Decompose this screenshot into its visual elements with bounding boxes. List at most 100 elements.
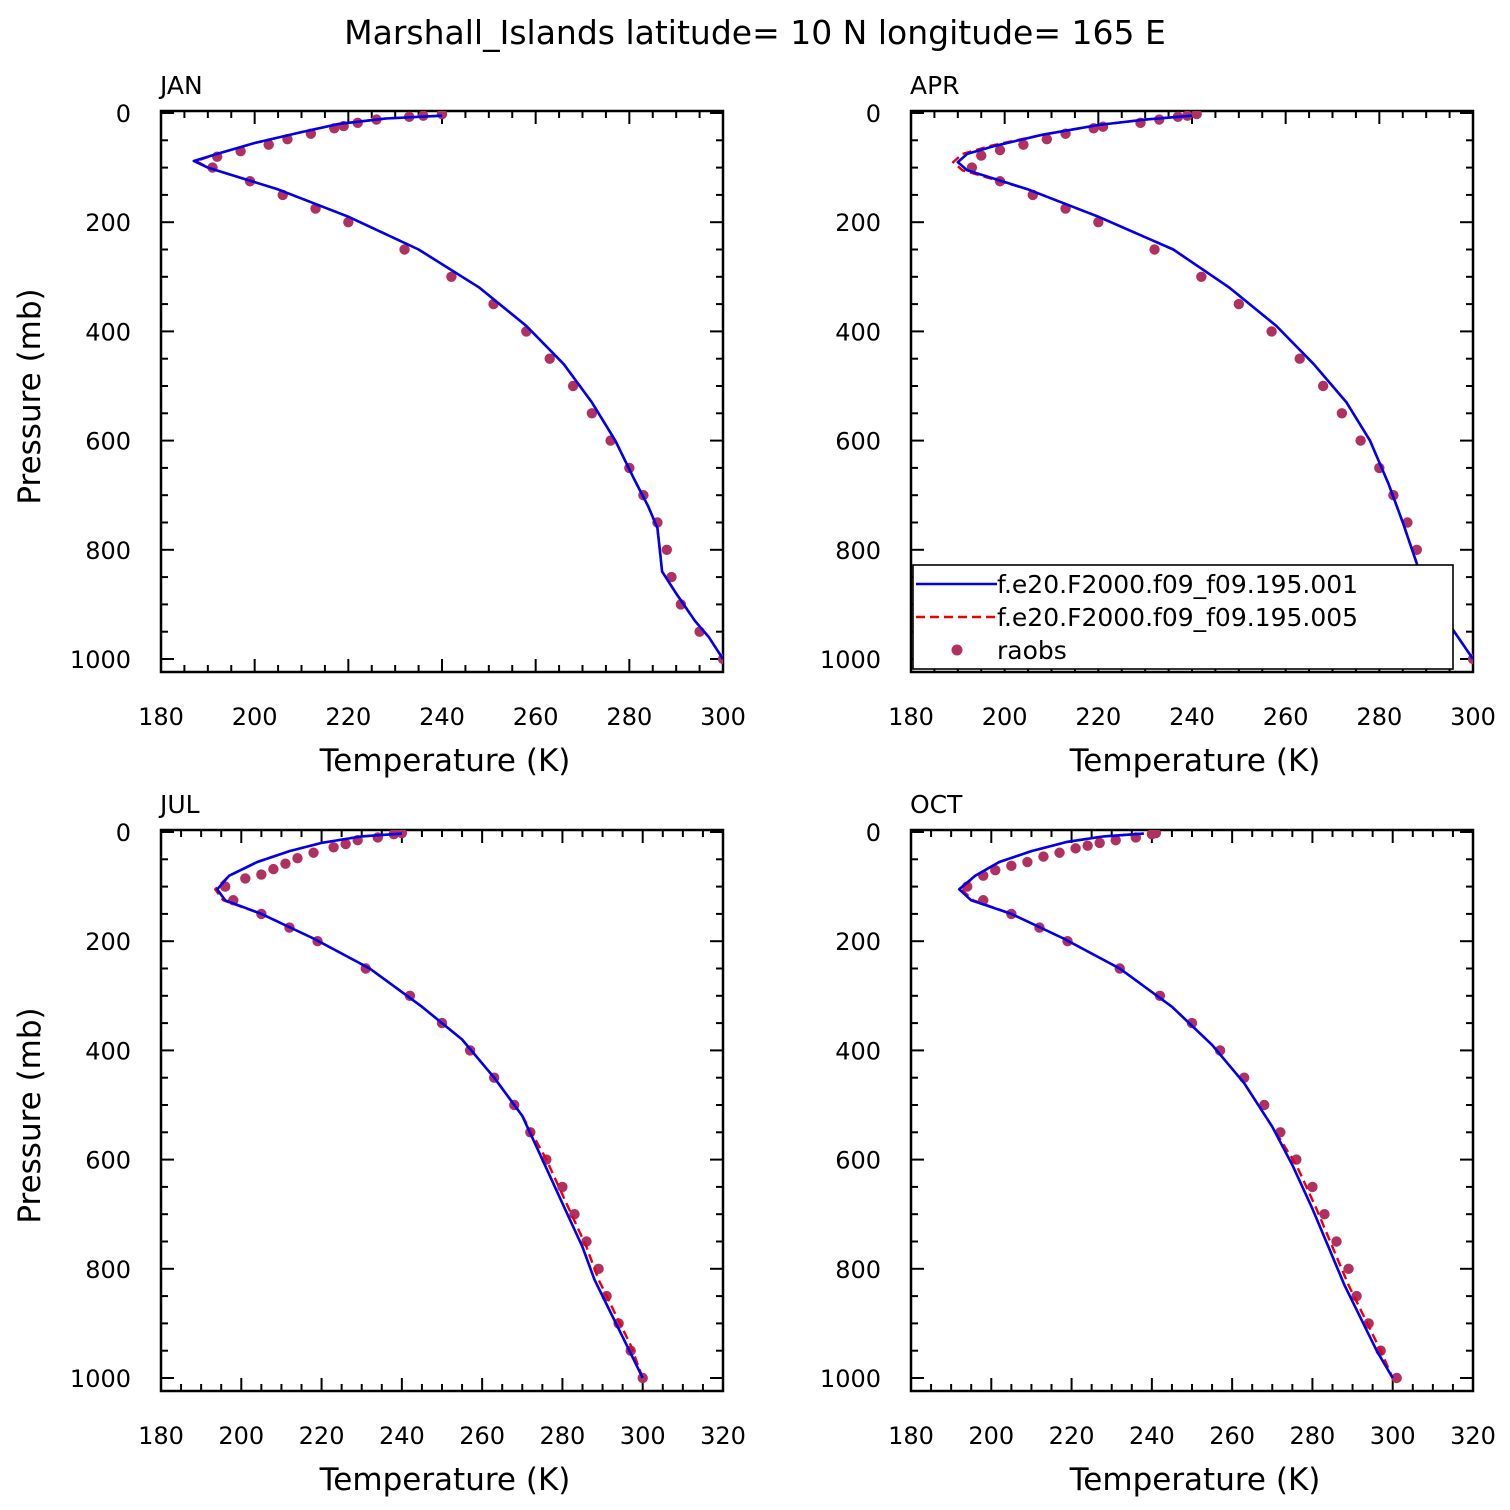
raobs-point — [1343, 1263, 1354, 1275]
raobs-point — [1391, 1372, 1402, 1384]
raobs-point — [1006, 860, 1017, 872]
x-tick-label: 260 — [513, 703, 559, 731]
x-axis-label: Temperature (K) — [1069, 1462, 1321, 1498]
raobs-point — [399, 244, 410, 255]
raobs-point — [268, 863, 279, 875]
legend: f.e20.F2000.f09_f09.195.001 f.e20.F2000.f… — [912, 564, 1454, 670]
raobs-point — [1110, 834, 1121, 846]
plot-frame — [909, 828, 1475, 1393]
series-line-005 — [960, 832, 1394, 1379]
plot-area — [192, 111, 723, 665]
y-tick-label: 0 — [116, 819, 131, 847]
y-tick-label: 600 — [835, 1147, 881, 1175]
y-tick-label: 800 — [85, 1256, 131, 1284]
x-tick-label: 320 — [700, 1422, 746, 1450]
y-tick-label: 1000 — [820, 1365, 881, 1393]
raobs-point — [256, 869, 267, 880]
plot-area — [951, 111, 1473, 665]
legend-label: raobs — [997, 636, 1067, 665]
raobs-point — [666, 571, 677, 583]
x-tick-label: 280 — [1356, 703, 1402, 731]
raobs-point — [1233, 298, 1245, 310]
x-tick-label: 220 — [299, 1422, 345, 1450]
x-tick-label: 300 — [700, 703, 746, 731]
x-tick-label: 180 — [888, 703, 934, 731]
plot-area — [957, 830, 1402, 1384]
legend-box — [912, 564, 1454, 670]
raobs-point — [994, 144, 1006, 156]
x-tick-label: 240 — [1169, 703, 1215, 731]
x-tick-label: 280 — [1290, 1422, 1336, 1450]
raobs-point — [1186, 1017, 1198, 1029]
x-tick-label: 300 — [620, 1422, 666, 1450]
raobs-point — [1294, 353, 1305, 364]
y-tick-label: 800 — [85, 537, 131, 565]
y-tick-label: 0 — [866, 100, 881, 128]
plot-frame — [159, 109, 725, 674]
x-tick-label: 280 — [606, 703, 652, 731]
raobs-point — [1038, 851, 1049, 862]
plot-area — [214, 830, 648, 1384]
raobs-point — [263, 139, 274, 150]
raobs-point — [1319, 1209, 1330, 1220]
series-line-001 — [957, 832, 1394, 1379]
x-tick-label: 300 — [1450, 703, 1496, 731]
raobs-point — [1196, 271, 1207, 282]
panel-title: APR — [910, 71, 960, 100]
x-tick-label: 180 — [138, 1422, 184, 1450]
raobs-point — [280, 858, 291, 869]
raobs-point — [1266, 326, 1277, 337]
y-tick-label: 200 — [85, 209, 131, 237]
raobs-point — [567, 380, 579, 392]
raobs-point — [1093, 217, 1104, 228]
x-tick-label: 180 — [888, 1422, 934, 1450]
y-tick-label: 0 — [116, 100, 131, 128]
y-tick-label: 400 — [85, 318, 131, 346]
legend-label: f.e20.F2000.f09_f09.195.001 — [997, 570, 1358, 599]
raobs-point — [557, 1181, 568, 1193]
x-tick-label: 220 — [1075, 703, 1121, 731]
x-tick-label: 220 — [1049, 1422, 1095, 1450]
y-tick-label: 1000 — [70, 646, 131, 674]
raobs-point — [328, 842, 339, 853]
raobs-point — [1259, 1099, 1270, 1111]
series-line-005 — [194, 114, 723, 660]
x-tick-label: 260 — [1263, 703, 1309, 731]
y-tick-label: 600 — [85, 428, 131, 456]
x-tick-label: 260 — [1209, 1422, 1255, 1450]
raobs-point — [586, 408, 598, 419]
panel-title: JAN — [158, 71, 203, 100]
raobs-point — [446, 271, 457, 282]
panel-apr: APR 180 200 220 240 260 280 300 0 200 400 600 800 100… — [820, 71, 1496, 779]
panel-jul: JUL 180 200 220 240 260 280 300 320 0 200 400 600 800… — [12, 790, 746, 1498]
y-tick-label: 1000 — [70, 1365, 131, 1393]
raobs-point — [292, 853, 303, 864]
raobs-point — [1307, 1181, 1318, 1193]
x-tick-label: 260 — [459, 1422, 505, 1450]
series-line-001 — [215, 832, 644, 1379]
series-line-001 — [192, 114, 723, 660]
series-line-001 — [956, 114, 1473, 660]
raobs-point — [637, 1372, 648, 1384]
legend-label: f.e20.F2000.f09_f09.195.005 — [997, 603, 1358, 632]
plot-frame — [159, 828, 725, 1393]
raobs-point — [340, 838, 351, 850]
raobs-point — [1054, 847, 1065, 858]
x-tick-label: 180 — [138, 703, 184, 731]
raobs-point — [1070, 843, 1081, 854]
raobs-point — [1018, 139, 1029, 150]
x-tick-label: 200 — [968, 1422, 1014, 1450]
y-tick-label: 800 — [835, 1256, 881, 1284]
panel-title: JUL — [158, 790, 200, 819]
raobs-point — [661, 544, 672, 555]
y-tick-label: 400 — [85, 1037, 131, 1065]
y-axis-label: Pressure (mb) — [12, 1007, 48, 1223]
raobs-point — [1041, 134, 1053, 145]
x-axis-label: Temperature (K) — [319, 743, 571, 779]
legend-marker — [951, 644, 963, 656]
y-tick-label: 200 — [85, 928, 131, 956]
panel-oct: OCT 180 200 220 240 260 280 300 320 0 200 400 600 800… — [820, 790, 1496, 1498]
raobs-point — [1317, 380, 1329, 392]
x-tick-label: 200 — [218, 1422, 264, 1450]
x-tick-label: 220 — [325, 703, 371, 731]
